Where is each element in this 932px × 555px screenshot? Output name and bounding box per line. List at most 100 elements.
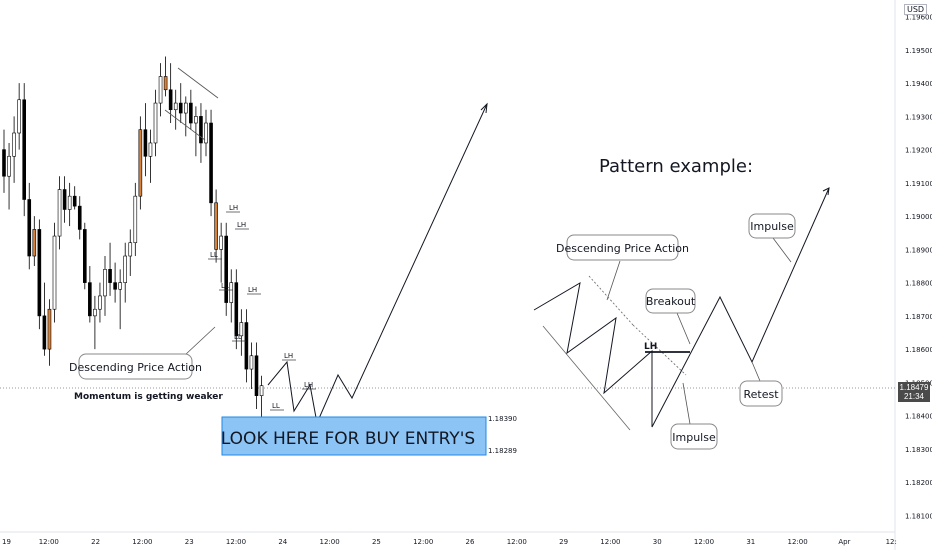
x-tick-label: 12: bbox=[886, 538, 897, 546]
candle-body bbox=[2, 149, 6, 177]
candle bbox=[178, 83, 183, 124]
x-tick-label: 22 bbox=[91, 538, 100, 546]
candle bbox=[62, 176, 67, 223]
candle bbox=[234, 269, 239, 350]
candle-body bbox=[37, 229, 42, 317]
buy-entry-zone bbox=[221, 416, 487, 456]
candle bbox=[72, 186, 77, 210]
candle-body bbox=[12, 132, 16, 157]
candle-body bbox=[163, 76, 168, 91]
pattern-arrowhead bbox=[822, 187, 830, 196]
candle bbox=[42, 282, 47, 356]
buy-entry-label: LOOK HERE FOR BUY ENTRY'S bbox=[221, 429, 475, 449]
y-tick-label: 1.18900 bbox=[905, 246, 932, 254]
candle bbox=[259, 375, 264, 423]
candle-body bbox=[47, 308, 52, 350]
candle-body bbox=[52, 235, 57, 310]
candle bbox=[148, 129, 153, 183]
pattern-path bbox=[533, 187, 830, 428]
pattern-title: Pattern example: bbox=[599, 156, 753, 177]
candle bbox=[239, 309, 244, 356]
swing-label-group: LH LH LL LL LH LL LH LL LH LL bbox=[208, 204, 316, 429]
candle bbox=[7, 142, 11, 210]
candle bbox=[17, 83, 21, 150]
candle-body bbox=[57, 189, 62, 237]
candle-body bbox=[244, 322, 249, 370]
x-tick-label: 29 bbox=[559, 538, 568, 546]
candle bbox=[108, 242, 112, 296]
candle-body bbox=[138, 129, 143, 197]
x-tick-label: 12:00 bbox=[320, 538, 340, 546]
channel-upper-line bbox=[177, 67, 219, 99]
callout-descending-left: Descending Price Action bbox=[69, 361, 202, 374]
candle bbox=[194, 106, 198, 157]
candle-body bbox=[189, 102, 193, 124]
callout-pointer bbox=[676, 312, 691, 345]
candle-body bbox=[254, 355, 259, 396]
y-tick-label: 1.18700 bbox=[905, 313, 932, 321]
current-price-tag: 1.18479 21:34 bbox=[898, 382, 930, 402]
x-tick-label: 12:00 bbox=[132, 538, 152, 546]
candle bbox=[138, 116, 143, 210]
x-axis-ticks: 19 12:00 22 12:00 23 12:00 24 12:00 25 12:00 26 12:… bbox=[2, 538, 897, 546]
swing-label: LH bbox=[304, 381, 313, 389]
candle bbox=[209, 109, 213, 217]
swing-label: LL bbox=[221, 282, 229, 290]
candle bbox=[22, 83, 27, 217]
candle-body bbox=[148, 142, 153, 157]
y-tick-label: 1.18600 bbox=[905, 346, 932, 354]
candle-body bbox=[239, 322, 244, 337]
currency-label[interactable]: USD bbox=[904, 4, 928, 15]
candle-body bbox=[184, 102, 188, 114]
candle-body bbox=[259, 385, 264, 396]
candle bbox=[123, 242, 127, 303]
candle bbox=[67, 182, 72, 227]
candle-body bbox=[158, 76, 163, 104]
callout-box bbox=[566, 234, 679, 261]
candle bbox=[204, 109, 208, 157]
y-tick-label: 1.19100 bbox=[905, 180, 932, 188]
x-tick-label: 30 bbox=[653, 538, 662, 546]
candle-body bbox=[32, 229, 37, 257]
callout-pointer bbox=[772, 237, 792, 263]
callout-pointer bbox=[606, 260, 621, 301]
candle-body bbox=[224, 235, 228, 303]
candle bbox=[224, 222, 228, 316]
swing-label: LL bbox=[234, 333, 242, 341]
candle bbox=[98, 282, 102, 323]
candle bbox=[158, 63, 163, 117]
pattern-channel-lower bbox=[542, 325, 631, 431]
candle bbox=[184, 96, 188, 137]
candle-body bbox=[133, 195, 138, 244]
pattern-channel-upper bbox=[588, 275, 634, 326]
candle-body bbox=[77, 205, 82, 230]
candle bbox=[168, 63, 173, 124]
candle bbox=[249, 342, 254, 390]
candle bbox=[229, 269, 234, 323]
x-tick-label: Apr bbox=[838, 538, 850, 546]
y-tick-label: 1.19500 bbox=[905, 47, 932, 55]
candle bbox=[153, 89, 158, 157]
candle-body bbox=[103, 269, 107, 297]
projection-path bbox=[267, 103, 488, 425]
x-tick-label: 12:00 bbox=[788, 538, 808, 546]
channel-lower-line bbox=[164, 109, 206, 141]
candlestick-series bbox=[2, 56, 264, 423]
candle-body bbox=[88, 282, 92, 317]
candle bbox=[214, 189, 218, 263]
swing-label: LL bbox=[210, 251, 218, 259]
candle bbox=[163, 56, 168, 97]
candle-body bbox=[249, 355, 254, 370]
y-axis-ticks: 1.19600 1.19500 1.19400 1.19300 1.19200 1.191… bbox=[905, 14, 932, 521]
candle bbox=[77, 196, 82, 240]
candle bbox=[133, 182, 138, 257]
candle bbox=[52, 222, 57, 323]
candle-body bbox=[199, 116, 203, 144]
candle-body bbox=[7, 155, 11, 177]
zone-bottom-price: 1.18289 bbox=[488, 447, 517, 455]
candle-body bbox=[123, 255, 127, 283]
candle bbox=[113, 262, 117, 303]
candle-body bbox=[118, 282, 122, 290]
callout-box bbox=[78, 353, 193, 380]
